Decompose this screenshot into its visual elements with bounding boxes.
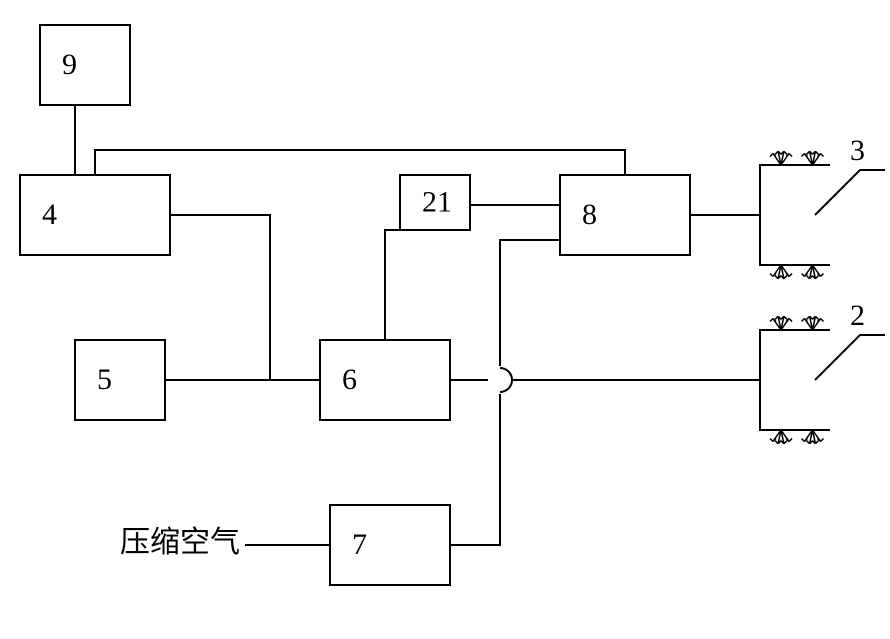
edge-n6-n21 [385,230,400,340]
spray-tip [815,276,818,279]
jumper-mask [486,366,514,394]
spray-tip [784,441,787,444]
spray-tip [807,151,810,154]
spray-tip [789,273,792,276]
spray-tip [784,276,787,279]
node-label-n7: 7 [352,528,367,561]
node-rect-n7 [330,505,450,585]
node-n7: 7 [330,505,450,585]
spray-tip [789,438,792,441]
node-label-n9: 9 [62,48,77,81]
spray-tip [821,319,824,322]
node-n8: 8 [560,175,690,255]
edge-n4-n8 [95,150,625,175]
spray-tip [789,319,792,322]
spray-tip [821,154,824,157]
callout-leader-d3 [815,170,885,215]
node-rect-n6 [320,340,450,420]
spray-tip [770,154,773,157]
spray-tip [815,316,818,319]
edge-n4-n6 [170,215,320,380]
callout-label-d3: 3 [850,134,865,167]
free-text-layer: 压缩空气 [120,526,240,559]
node-label-n6: 6 [342,363,357,396]
callout-label-d2: 2 [850,299,865,332]
edges-layer [75,105,760,545]
node-rect-n8 [560,175,690,255]
edge-n7-n8 [450,255,500,545]
node-n4: 4 [20,175,170,255]
device-d3: 3 [760,134,885,279]
device-bracket-d2 [760,330,830,430]
jumper-layer [450,366,760,394]
node-n21: 21 [400,175,470,230]
text-compressed_air: 压缩空气 [120,526,240,559]
spray-tip [801,154,804,157]
spray-tip [815,441,818,444]
spray-tip [815,151,818,154]
spray-tip [775,151,778,154]
node-n9: 9 [40,25,130,105]
spray-tip [821,438,824,441]
spray-tip [821,273,824,276]
node-label-n21: 21 [422,185,452,218]
node-label-n5: 5 [97,363,112,396]
spray-tip [789,154,792,157]
node-n5: 5 [75,340,165,420]
node-rect-n5 [75,340,165,420]
callout-leader-d2 [815,335,885,380]
node-rect-n9 [40,25,130,105]
node-label-n4: 4 [42,198,57,231]
node-n6: 6 [320,340,450,420]
device-d2: 2 [760,299,885,444]
nodes-layer: 9 4 21 8 5 6 7 3 2 [20,25,885,585]
spray-tip [784,316,787,319]
edge-n8-down-jumper [500,240,560,255]
device-bracket-d3 [760,165,830,265]
spray-tip [784,151,787,154]
node-label-n8: 8 [582,198,597,231]
block-diagram: 9 4 21 8 5 6 7 3 2 压缩空气 [0,0,890,639]
